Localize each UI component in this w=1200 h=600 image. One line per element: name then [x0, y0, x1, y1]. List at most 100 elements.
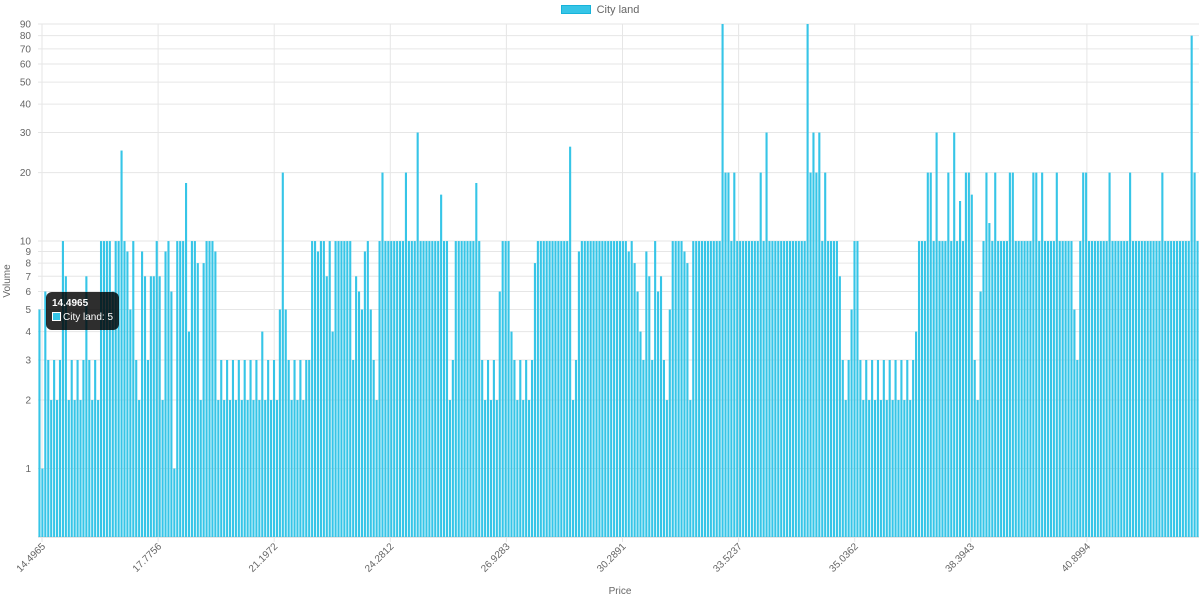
bar[interactable] [331, 331, 334, 537]
bar[interactable] [1070, 241, 1073, 537]
bar[interactable] [384, 241, 387, 537]
bar[interactable] [1058, 241, 1061, 537]
bar[interactable] [973, 360, 976, 537]
bar[interactable] [1134, 241, 1138, 537]
bar[interactable] [545, 241, 548, 537]
bar[interactable] [228, 400, 232, 537]
bar[interactable] [469, 241, 472, 537]
bar[interactable] [1184, 241, 1187, 537]
bar[interactable] [941, 241, 944, 537]
bar[interactable] [91, 400, 94, 537]
bar[interactable] [1090, 241, 1094, 537]
bar[interactable] [501, 241, 504, 537]
bar[interactable] [481, 360, 484, 537]
bar[interactable] [1111, 241, 1114, 537]
bar[interactable] [621, 241, 624, 537]
bar[interactable] [1108, 172, 1111, 537]
bar[interactable] [1187, 241, 1190, 537]
bar[interactable] [296, 400, 299, 537]
bar[interactable] [1161, 172, 1164, 537]
bar[interactable] [199, 400, 202, 537]
bar[interactable] [70, 360, 73, 537]
bar[interactable] [284, 309, 287, 537]
bar[interactable] [445, 241, 449, 537]
bar[interactable] [630, 241, 633, 537]
bar[interactable] [768, 241, 771, 537]
bar[interactable] [1073, 309, 1076, 537]
bar[interactable] [739, 241, 742, 537]
bar[interactable] [985, 172, 988, 537]
bar[interactable] [680, 241, 683, 537]
bar[interactable] [1149, 241, 1152, 537]
bar[interactable] [355, 276, 358, 537]
bar[interactable] [352, 360, 355, 537]
bar[interactable] [182, 241, 185, 537]
bar[interactable] [530, 360, 534, 537]
bar[interactable] [1085, 172, 1088, 537]
bar[interactable] [135, 360, 138, 537]
bar[interactable] [1164, 241, 1167, 537]
bar[interactable] [765, 132, 768, 537]
bar[interactable] [431, 241, 434, 537]
bar[interactable] [794, 241, 797, 537]
bar[interactable] [1155, 241, 1158, 537]
bar[interactable] [390, 241, 393, 537]
bar[interactable] [504, 241, 507, 537]
bar[interactable] [425, 241, 428, 537]
bar[interactable] [788, 241, 792, 537]
bar[interactable] [437, 241, 440, 537]
bar[interactable] [38, 309, 41, 537]
bar[interactable] [407, 241, 410, 537]
bar[interactable] [322, 241, 325, 537]
bar[interactable] [293, 360, 296, 537]
bar[interactable] [1131, 241, 1135, 537]
bar[interactable] [624, 241, 627, 537]
bar[interactable] [208, 241, 211, 537]
bar[interactable] [47, 360, 50, 537]
bar[interactable] [1143, 241, 1146, 537]
bar[interactable] [1049, 241, 1052, 537]
bar[interactable] [1158, 241, 1161, 537]
bar[interactable] [240, 400, 243, 537]
bar[interactable] [695, 241, 698, 537]
bar[interactable] [897, 400, 900, 537]
bar[interactable] [753, 241, 756, 537]
bar[interactable] [657, 291, 660, 537]
bar[interactable] [360, 309, 364, 537]
bar[interactable] [979, 291, 982, 537]
bar[interactable] [592, 241, 595, 537]
bar[interactable] [689, 400, 692, 537]
bar[interactable] [601, 241, 604, 537]
bar[interactable] [888, 360, 891, 537]
bar[interactable] [85, 276, 88, 537]
bar[interactable] [170, 291, 173, 537]
bar[interactable] [786, 241, 789, 537]
bar[interactable] [665, 400, 668, 537]
bar[interactable] [472, 241, 475, 537]
bar[interactable] [217, 400, 220, 537]
bar[interactable] [117, 241, 120, 537]
bar[interactable] [413, 241, 416, 537]
bar[interactable] [683, 251, 686, 537]
bar[interactable] [639, 331, 642, 537]
bar[interactable] [475, 182, 478, 538]
bar[interactable] [185, 182, 188, 538]
bar[interactable] [328, 241, 331, 537]
bar[interactable] [956, 241, 959, 537]
bar[interactable] [539, 241, 542, 537]
bar[interactable] [797, 241, 800, 537]
bar[interactable] [346, 241, 349, 537]
bar[interactable] [138, 400, 141, 537]
bar[interactable] [120, 150, 123, 538]
bar[interactable] [850, 309, 853, 537]
bar[interactable] [146, 360, 149, 537]
bar[interactable] [882, 360, 885, 537]
bar[interactable] [522, 400, 525, 537]
bar[interactable] [519, 360, 522, 537]
bar[interactable] [736, 241, 739, 537]
bar[interactable] [900, 360, 903, 537]
bar[interactable] [1120, 241, 1123, 537]
bar[interactable] [838, 276, 841, 537]
bar[interactable] [190, 241, 193, 537]
bar[interactable] [167, 241, 170, 537]
